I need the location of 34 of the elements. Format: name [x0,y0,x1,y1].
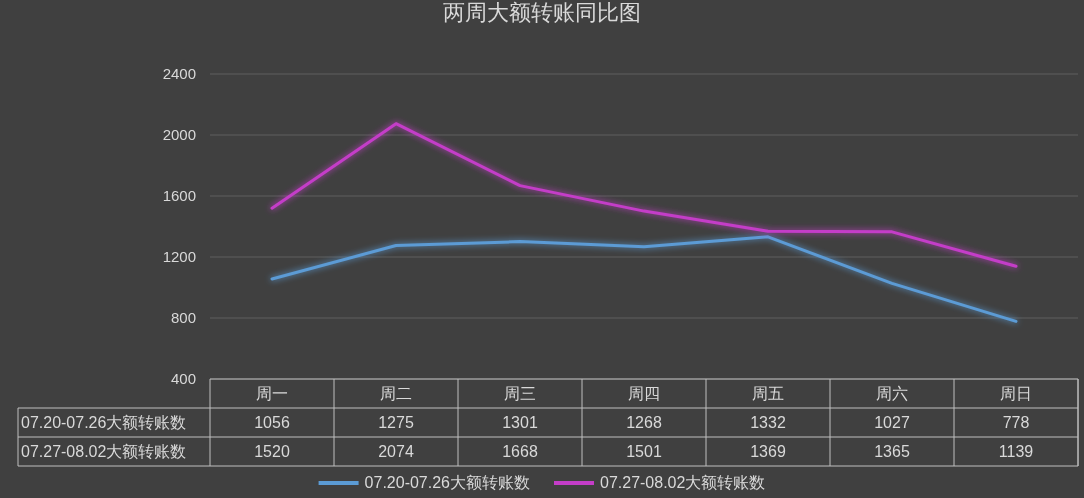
legend-label: 07.20-07.26大额转账数 [364,474,530,491]
data-label: 1275 [378,414,414,431]
data-label: 1056 [254,414,290,431]
x-tick-label: 周五 [752,385,784,402]
x-tick-label: 周一 [256,385,288,402]
x-tick-label: 周四 [628,385,660,402]
line-series [270,235,1018,323]
x-tick-label: 周二 [380,385,412,402]
y-tick-label: 400 [170,370,196,387]
data-label: 1268 [626,414,662,431]
text: 07.20-07.26大额转账数 [21,414,187,431]
y-tick-label: 800 [170,309,196,326]
data-label: 1301 [502,414,538,431]
x-tick-label: 周三 [504,385,536,402]
y-tick-label: 1600 [162,187,196,204]
line-series [270,122,1018,268]
data-label: 1369 [750,443,786,460]
legend-label: 07.27-08.02大额转账数 [600,474,766,491]
data-label: 778 [1002,414,1030,431]
y-tick-label: 1200 [162,248,196,265]
data-label: 1501 [626,443,662,460]
y-tick-label: 2400 [162,65,196,82]
data-label: 1139 [998,443,1034,460]
data-label: 1365 [874,443,910,460]
x-tick-label: 周六 [876,385,908,402]
chart-title: 两周大额转账同比图 [443,0,641,25]
data-label: 1520 [254,443,290,460]
x-tick-label: 周日 [1000,385,1032,402]
data-label: 1027 [874,414,910,431]
y-tick-label: 2000 [162,126,196,143]
data-label: 1332 [750,414,786,431]
data-label: 2074 [378,443,414,460]
data-label: 1668 [502,443,538,460]
text: 07.27-08.02大额转账数 [21,443,187,460]
